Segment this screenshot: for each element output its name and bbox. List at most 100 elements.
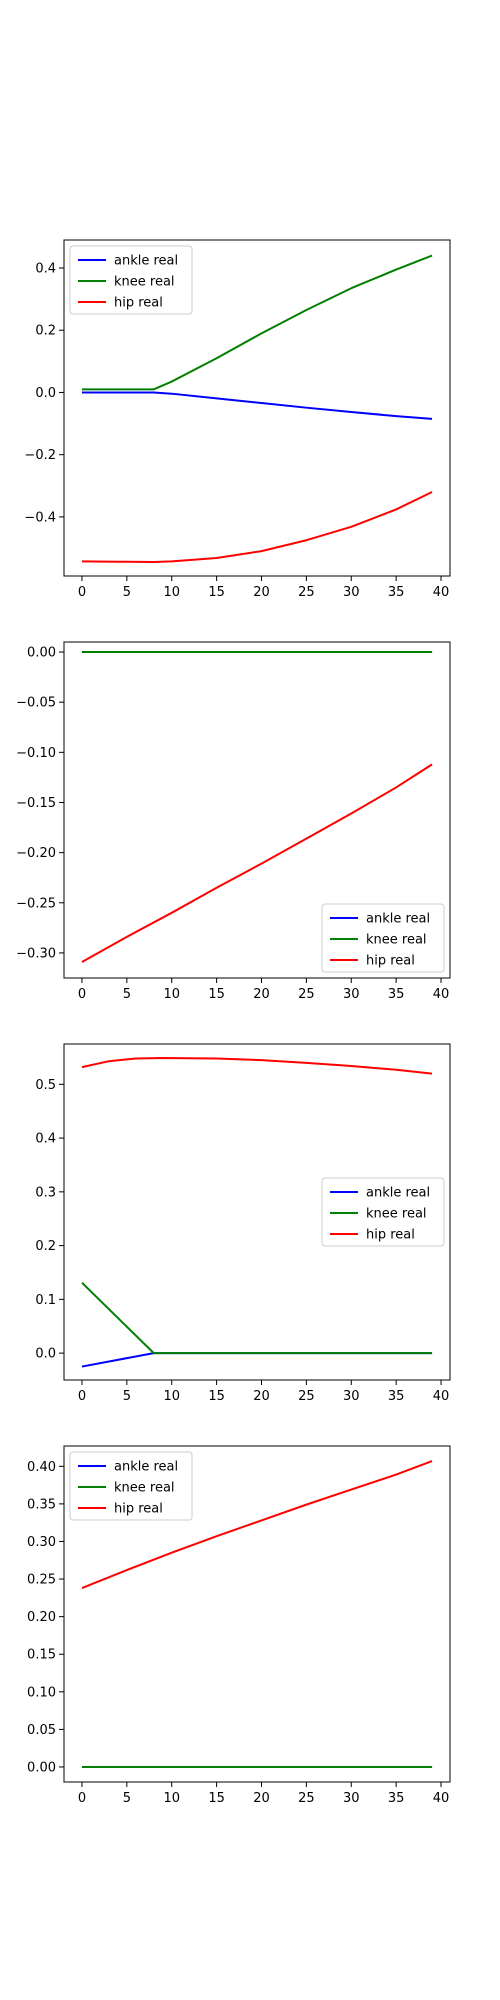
x-tick-label: 0: [78, 585, 86, 600]
y-tick-label: −0.25: [16, 896, 56, 911]
x-tick-label: 30: [343, 1791, 360, 1806]
y-tick-label: 0.00: [27, 646, 56, 661]
axes-frame: [63, 641, 451, 979]
y-tick-label: 0.35: [27, 1497, 56, 1512]
y-tick-label: 0.3: [35, 1185, 56, 1200]
x-tick-label: 5: [123, 987, 131, 1002]
y-tick-label: 0.4: [35, 1132, 56, 1147]
legend-label: knee real: [114, 1481, 175, 1496]
series-line-ankle-real: [81, 1352, 433, 1368]
x-tick-label: 40: [433, 585, 450, 600]
x-tick-label: 35: [388, 987, 405, 1002]
legend-label: ankle real: [366, 1186, 430, 1201]
y-tick-label: −0.4: [24, 510, 56, 525]
y-tick-label: −0.20: [16, 846, 56, 861]
y-tick-label: 0.0: [35, 1347, 56, 1362]
x-tick-label: 15: [208, 1791, 225, 1806]
x-tick-label: 15: [208, 987, 225, 1002]
x-tick-label: 25: [298, 1791, 315, 1806]
x-tick-label: 40: [433, 1791, 450, 1806]
legend-label: ankle real: [114, 254, 178, 269]
x-tick-label: 35: [388, 1389, 405, 1404]
legend-label: knee real: [114, 275, 175, 290]
y-tick-label: 0.10: [27, 1685, 56, 1700]
x-tick-label: 20: [253, 987, 270, 1002]
y-tick-label: −0.10: [16, 746, 56, 761]
legend-label: hip real: [366, 1228, 415, 1243]
y-tick-label: 0.00: [27, 1760, 56, 1775]
x-tick-label: 30: [343, 585, 360, 600]
legend-box: [321, 903, 445, 973]
x-tick-label: 15: [208, 1389, 225, 1404]
legend: ankle real knee real hip real: [69, 1451, 193, 1521]
x-tick-label: 10: [163, 1389, 180, 1404]
legend-label: hip real: [114, 296, 163, 311]
x-tick-label: 30: [343, 987, 360, 1002]
y-tick-label: 0.2: [35, 324, 56, 339]
series-line-hip-real: [81, 763, 433, 963]
y-tick-label: 0.40: [27, 1460, 56, 1475]
chart-1: 0 5 10 15 20 25 30 35 40 −0.4 −0.2 0.0 0.2 0.4 ankle r…: [24, 239, 451, 600]
x-tick-label: 5: [123, 585, 131, 600]
y-tick-label: −0.15: [16, 796, 56, 811]
chart-2: 0 5 10 15 20 25 30 35 40 −0.30 −0.25 −0.20 −0.15 −0.1…: [16, 641, 451, 1002]
series-line-ankle-real: [81, 391, 433, 420]
series-line-hip-real: [81, 1056, 433, 1075]
x-tick-label: 5: [123, 1389, 131, 1404]
y-tick-label: −0.2: [24, 448, 56, 463]
chart-3: 0 5 10 15 20 25 30 35 40 0.0 0.1 0.2 0.3 0.4 0.5 ankle …: [35, 1043, 451, 1404]
legend: ankle real knee real hip real: [69, 245, 193, 315]
x-tick-label: 40: [433, 987, 450, 1002]
x-tick-label: 20: [253, 585, 270, 600]
y-tick-label: 0.30: [27, 1535, 56, 1550]
series-line-knee-real: [81, 254, 433, 391]
y-tick-label: 0.15: [27, 1648, 56, 1663]
x-tick-label: 35: [388, 1791, 405, 1806]
x-tick-label: 40: [433, 1389, 450, 1404]
x-tick-label: 25: [298, 585, 315, 600]
legend: ankle real knee real hip real: [321, 1177, 445, 1247]
x-tick-label: 20: [253, 1389, 270, 1404]
x-tick-label: 0: [78, 987, 86, 1002]
y-tick-label: 0.1: [35, 1293, 56, 1308]
legend-label: ankle real: [366, 912, 430, 927]
y-tick-label: −0.30: [16, 946, 56, 961]
y-tick-label: 0.2: [35, 1239, 56, 1254]
x-tick-label: 25: [298, 987, 315, 1002]
x-tick-label: 0: [78, 1791, 86, 1806]
x-tick-label: 10: [163, 585, 180, 600]
legend-label: hip real: [366, 954, 415, 969]
y-tick-label: 0.20: [27, 1610, 56, 1625]
legend-label: ankle real: [114, 1460, 178, 1475]
legend-box: [69, 1451, 193, 1521]
legend-box: [321, 1177, 445, 1247]
y-tick-label: 0.0: [35, 386, 56, 401]
legend-box: [69, 245, 193, 315]
x-tick-label: 35: [388, 585, 405, 600]
y-tick-label: 0.5: [35, 1078, 56, 1093]
legend-label: hip real: [114, 1502, 163, 1517]
series-line-hip-real: [81, 1460, 433, 1589]
axes-frame: [63, 1043, 451, 1381]
axes-frame: [63, 239, 451, 577]
x-tick-label: 25: [298, 1389, 315, 1404]
x-tick-label: 10: [163, 1791, 180, 1806]
x-tick-label: 10: [163, 987, 180, 1002]
x-tick-label: 15: [208, 585, 225, 600]
y-tick-label: 0.4: [35, 262, 56, 277]
y-tick-label: 0.05: [27, 1723, 56, 1738]
axes-frame: [63, 1445, 451, 1783]
chart-4: 0 5 10 15 20 25 30 35 40 0.00 0.05 0.10 0.15 0.20 0.25…: [27, 1445, 451, 1806]
y-tick-label: −0.05: [16, 696, 56, 711]
x-tick-label: 30: [343, 1389, 360, 1404]
x-tick-label: 5: [123, 1791, 131, 1806]
series-line-knee-real: [81, 1281, 433, 1355]
legend-label: knee real: [366, 933, 427, 948]
legend: ankle real knee real hip real: [321, 903, 445, 973]
series-line-hip-real: [81, 491, 433, 563]
x-tick-label: 0: [78, 1389, 86, 1404]
x-tick-label: 20: [253, 1791, 270, 1806]
y-tick-label: 0.25: [27, 1573, 56, 1588]
legend-label: knee real: [366, 1207, 427, 1222]
